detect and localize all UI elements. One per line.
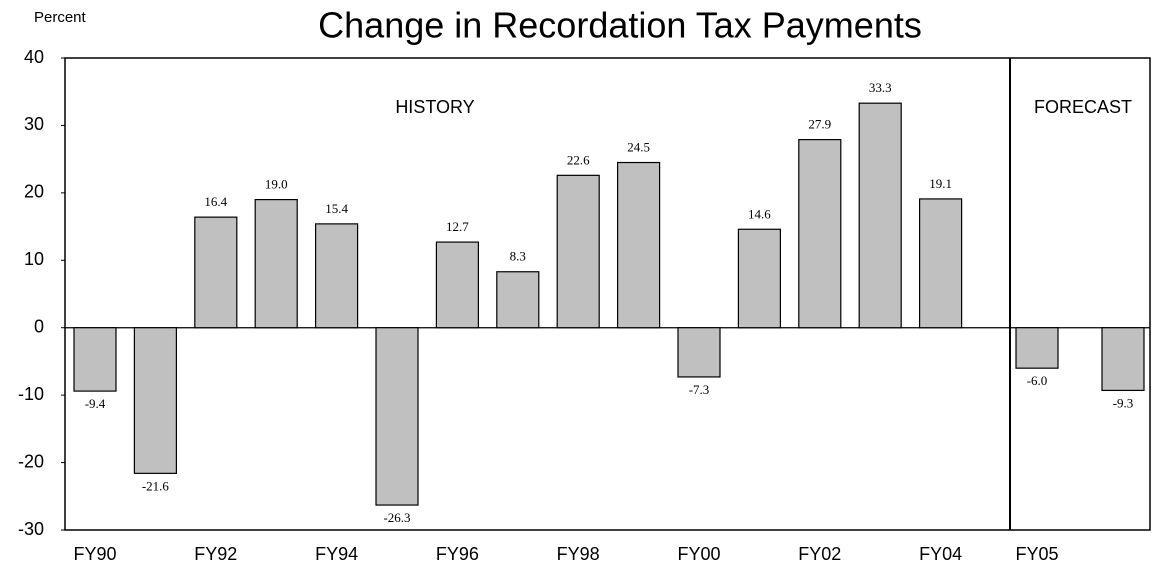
forecast-label: FORECAST <box>1034 97 1132 117</box>
value-label: 14.6 <box>748 206 771 221</box>
value-label: -9.3 <box>1113 395 1134 410</box>
x-tick-label: FY96 <box>436 544 479 564</box>
value-label: -21.6 <box>142 478 170 493</box>
value-label: 24.5 <box>627 139 650 154</box>
bar <box>616 161 661 329</box>
value-label: 15.4 <box>325 201 348 216</box>
x-tick-label: FY98 <box>557 544 600 564</box>
x-tick-label: FY00 <box>677 544 720 564</box>
x-tick-label: FY02 <box>798 544 841 564</box>
y-tick-label: 30 <box>24 114 44 134</box>
x-tick-label: FY90 <box>73 544 116 564</box>
bar <box>677 327 721 378</box>
bar <box>1101 327 1145 392</box>
value-label: 8.3 <box>510 249 526 264</box>
value-label: -26.3 <box>383 510 410 525</box>
bar <box>798 138 842 329</box>
bar <box>315 223 359 329</box>
value-label: -9.4 <box>85 396 106 411</box>
value-label: 27.9 <box>808 117 831 132</box>
y-axis-label: Percent <box>34 9 87 26</box>
value-label: 19.1 <box>929 176 952 191</box>
value-label: 33.3 <box>869 80 892 95</box>
value-label: -7.3 <box>689 382 710 397</box>
bar <box>858 102 902 329</box>
y-tick-label: -10 <box>18 384 44 404</box>
bar <box>435 241 479 329</box>
value-label: 22.6 <box>567 152 590 167</box>
value-label: 16.4 <box>204 194 227 209</box>
x-tick-label: FY04 <box>919 544 962 564</box>
x-tick-label: FY92 <box>194 544 237 564</box>
bar <box>556 174 600 329</box>
plot-frame <box>64 57 1151 531</box>
history-label: HISTORY <box>395 97 474 117</box>
value-label: 19.0 <box>265 177 288 192</box>
x-tick-label: FY94 <box>315 544 358 564</box>
value-label: 12.7 <box>446 219 469 234</box>
bar <box>73 327 117 392</box>
bar <box>918 198 963 329</box>
y-tick-label: 10 <box>24 249 44 269</box>
bar <box>375 327 419 506</box>
y-tick-label: 20 <box>24 182 44 202</box>
bar <box>133 327 177 474</box>
bar <box>1015 327 1059 369</box>
value-label: -6.0 <box>1027 373 1048 388</box>
bar <box>737 228 782 329</box>
y-tick-label: -30 <box>18 519 44 539</box>
x-tick-label: FY05 <box>1015 544 1058 564</box>
y-tick-label: 40 <box>24 47 44 67</box>
chart-title: Change in Recordation Tax Payments <box>318 5 922 46</box>
y-tick-label: -20 <box>18 451 44 471</box>
bar <box>496 271 540 329</box>
y-tick-label: 0 <box>34 316 44 336</box>
bar <box>194 216 238 329</box>
bar <box>254 199 298 329</box>
